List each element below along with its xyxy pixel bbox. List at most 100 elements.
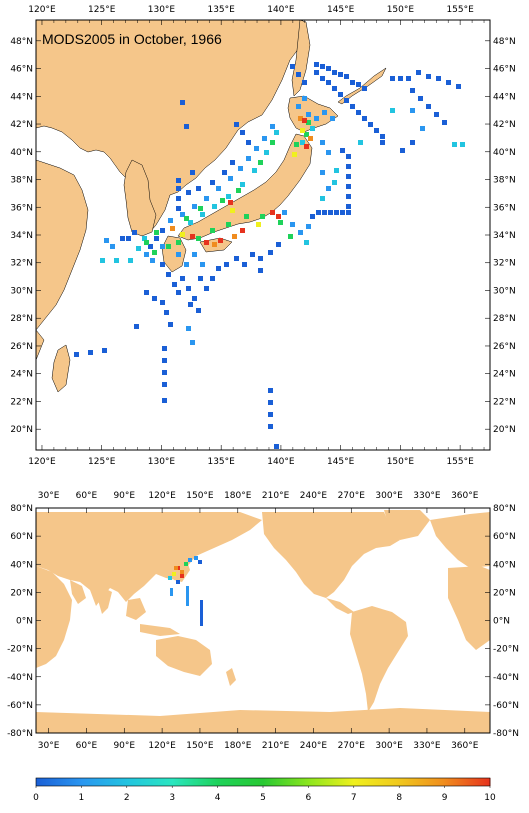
bottom-lat-label-right: -40°N: [493, 673, 519, 683]
top-lat-label-left: 38°N: [10, 176, 33, 186]
bottom-lon-label-bottom: 60°E: [76, 741, 98, 751]
bottom-lon-label-bottom: 180°E: [224, 741, 252, 751]
bottom-lat-label-left: -60°N: [7, 701, 33, 711]
top-lat-label-left: 40°N: [10, 148, 33, 158]
bottom-lon-label-bottom: 360°E: [451, 741, 479, 751]
top-lon-label-top: 150°E: [387, 5, 415, 15]
colorbar-label: 6: [306, 793, 312, 803]
bottom-lon-label-bottom: 330°E: [413, 741, 441, 751]
bottom-lon-label-bottom: 120°E: [148, 741, 176, 751]
colorbar-segment: [36, 778, 82, 786]
map-title: MODS2005 in October, 1966: [42, 31, 222, 47]
top-lat-label-left: 26°N: [10, 342, 33, 352]
colorbar-label: 0: [33, 793, 39, 803]
colorbar-segment: [172, 778, 219, 786]
top-lon-label-top: 125°E: [88, 5, 116, 15]
top-lon-label-bottom: 150°E: [387, 457, 415, 467]
bottom-lat-label-left: 0°N: [16, 617, 33, 627]
bottom-lon-label-bottom: 30°E: [38, 741, 60, 751]
colorbar-label: 3: [169, 793, 175, 803]
bottom-lon-label-bottom: 270°E: [338, 741, 366, 751]
colorbar-segment: [217, 778, 264, 786]
bottom-map: 30°E 30°E 60°E 60°E 90°E 90°E 120°E 120°E 150°E 1…: [7, 491, 519, 751]
top-lon-label-top: 140°E: [267, 5, 295, 15]
top-lat-label-right: 36°N: [493, 203, 516, 213]
top-lat-label-right: 40°N: [493, 148, 516, 158]
bottom-lat-label-right: 60°N: [493, 532, 516, 542]
top-lat-label-right: 28°N: [493, 314, 516, 324]
top-lat-label-left: 36°N: [10, 203, 33, 213]
top-lon-label-bottom: 155°E: [446, 457, 474, 467]
colorbar-segment: [399, 778, 446, 786]
bottom-map-axes: 30°E 30°E 60°E 60°E 90°E 90°E 120°E 120°E 150°E 1…: [7, 491, 519, 751]
top-lon-label-bottom: 120°E: [28, 457, 56, 467]
colorbar-label: 7: [351, 793, 357, 803]
top-lat-label-right: 38°N: [493, 176, 516, 186]
top-lat-label-left: 32°N: [10, 259, 33, 269]
bottom-lon-label-bottom: 240°E: [300, 741, 328, 751]
top-map-axes: 120°E 120°E 125°E 125°E 130°E 130°E 135°E 135°E…: [10, 5, 515, 467]
bottom-lat-label-right: -20°N: [493, 645, 519, 655]
bottom-lat-label-left: -80°N: [7, 729, 33, 739]
bottom-lat-label-left: -20°N: [7, 645, 33, 655]
bottom-lon-label-bottom: 300°E: [375, 741, 403, 751]
top-lat-label-left: 20°N: [10, 425, 33, 435]
bottom-lat-label-right: 0°N: [493, 617, 510, 627]
bottom-lat-label-left: 80°N: [10, 504, 33, 514]
top-lon-label-bottom: 135°E: [207, 457, 235, 467]
bottom-lat-label-right: 40°N: [493, 560, 516, 570]
bottom-map-land: [36, 510, 490, 733]
top-lon-label-top: 130°E: [148, 5, 176, 15]
top-lat-label-right: 32°N: [493, 259, 516, 269]
bottom-lon-label-bottom: 210°E: [262, 741, 290, 751]
top-lat-label-left: 42°N: [10, 120, 33, 130]
colorbar-segment: [444, 778, 491, 786]
top-lat-label-right: 44°N: [493, 92, 516, 102]
colorbar: 0 1 2 3 4 5 6 7 8 9 10: [33, 777, 496, 803]
bottom-lon-label-top: 210°E: [262, 491, 290, 501]
top-lat-label-right: 46°N: [493, 65, 516, 75]
top-lon-label-bottom: 140°E: [267, 457, 295, 467]
colorbar-label: 8: [396, 793, 402, 803]
top-lon-label-top: 155°E: [446, 5, 474, 15]
bottom-lat-label-left: 40°N: [10, 560, 33, 570]
bottom-lon-label-top: 240°E: [300, 491, 328, 501]
bottom-lon-label-top: 90°E: [113, 491, 135, 501]
bottom-lon-label-bottom: 90°E: [113, 741, 135, 751]
colorbar-label: 4: [215, 793, 221, 803]
bottom-lon-label-top: 270°E: [338, 491, 366, 501]
bottom-lon-label-top: 360°E: [451, 491, 479, 501]
top-lat-label-left: 34°N: [10, 231, 33, 241]
top-lon-label-top: 135°E: [207, 5, 235, 15]
top-lon-label-bottom: 130°E: [148, 457, 176, 467]
bottom-lat-label-left: 20°N: [10, 588, 33, 598]
bottom-lon-label-top: 180°E: [224, 491, 252, 501]
top-lat-label-left: 28°N: [10, 314, 33, 324]
bottom-lat-label-left: 60°N: [10, 532, 33, 542]
top-map: MODS2005 in October, 1966 120°E 120°E 125°…: [10, 5, 515, 467]
colorbar-segment: [81, 778, 128, 786]
top-lat-label-right: 42°N: [493, 120, 516, 130]
bottom-lon-label-top: 60°E: [76, 491, 98, 501]
bottom-map-data-cells: [168, 556, 203, 626]
colorbar-label: 5: [260, 793, 266, 803]
bottom-lon-label-top: 330°E: [413, 491, 441, 501]
top-map-data-cells: [74, 62, 465, 449]
top-lat-label-right: 48°N: [493, 37, 516, 47]
top-lon-label-top: 120°E: [28, 5, 56, 15]
colorbar-segment: [353, 778, 400, 786]
top-lat-label-left: 48°N: [10, 37, 33, 47]
top-lon-label-bottom: 145°E: [327, 457, 355, 467]
top-lon-label-top: 145°E: [327, 5, 355, 15]
bottom-lon-label-top: 300°E: [375, 491, 403, 501]
bottom-lat-label-left: -40°N: [7, 673, 33, 683]
colorbar-segment: [263, 778, 309, 786]
colorbar-segment: [308, 778, 355, 786]
bottom-lon-label-top: 30°E: [38, 491, 60, 501]
top-lat-label-right: 26°N: [493, 342, 516, 352]
top-lat-label-right: 24°N: [493, 370, 516, 380]
top-lat-label-left: 44°N: [10, 92, 33, 102]
bottom-lat-label-right: -60°N: [493, 701, 519, 711]
colorbar-label: 1: [79, 793, 85, 803]
